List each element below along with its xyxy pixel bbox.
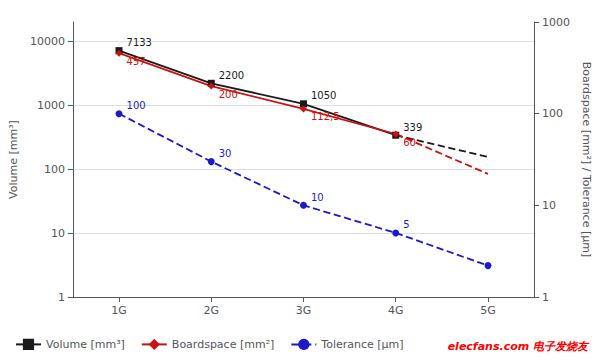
svg-text:3G: 3G — [296, 304, 312, 317]
svg-text:4G: 4G — [388, 304, 404, 317]
svg-text:1050: 1050 — [311, 90, 336, 101]
svg-text:1: 1 — [58, 291, 65, 304]
svg-text:100: 100 — [127, 100, 146, 111]
svg-text:2G: 2G — [203, 304, 219, 317]
svg-text:1: 1 — [542, 291, 549, 304]
svg-text:Volume [mm³]: Volume [mm³] — [46, 338, 125, 351]
svg-text:10: 10 — [51, 227, 65, 240]
svg-text:2200: 2200 — [219, 70, 244, 81]
svg-text:60: 60 — [403, 137, 416, 148]
svg-text:100: 100 — [44, 163, 65, 176]
svg-text:10000: 10000 — [30, 35, 65, 48]
svg-text:elecfans.com 电子发烧友: elecfans.com 电子发烧友 — [448, 340, 590, 353]
svg-text:100: 100 — [542, 107, 563, 120]
svg-text:10: 10 — [542, 199, 556, 212]
svg-text:7133: 7133 — [127, 37, 152, 48]
svg-text:5: 5 — [403, 219, 409, 230]
svg-text:Tolerance [µm]: Tolerance [µm] — [320, 338, 403, 351]
svg-text:5G: 5G — [480, 304, 496, 317]
svg-text:10: 10 — [311, 192, 324, 203]
svg-text:Boardspace [mm²] / Tolerance [: Boardspace [mm²] / Tolerance [µm] — [580, 62, 593, 257]
svg-text:200: 200 — [219, 89, 238, 100]
svg-text:1G: 1G — [111, 304, 127, 317]
svg-text:Volume [mm³]: Volume [mm³] — [7, 120, 20, 199]
svg-text:30: 30 — [219, 148, 232, 159]
svg-text:457: 457 — [127, 56, 146, 67]
svg-text:1000: 1000 — [37, 99, 65, 112]
svg-text:1000: 1000 — [542, 16, 570, 29]
svg-text:339: 339 — [403, 122, 422, 133]
svg-text:Boardspace [mm²]: Boardspace [mm²] — [172, 338, 275, 351]
svg-text:112,5: 112,5 — [311, 111, 340, 122]
